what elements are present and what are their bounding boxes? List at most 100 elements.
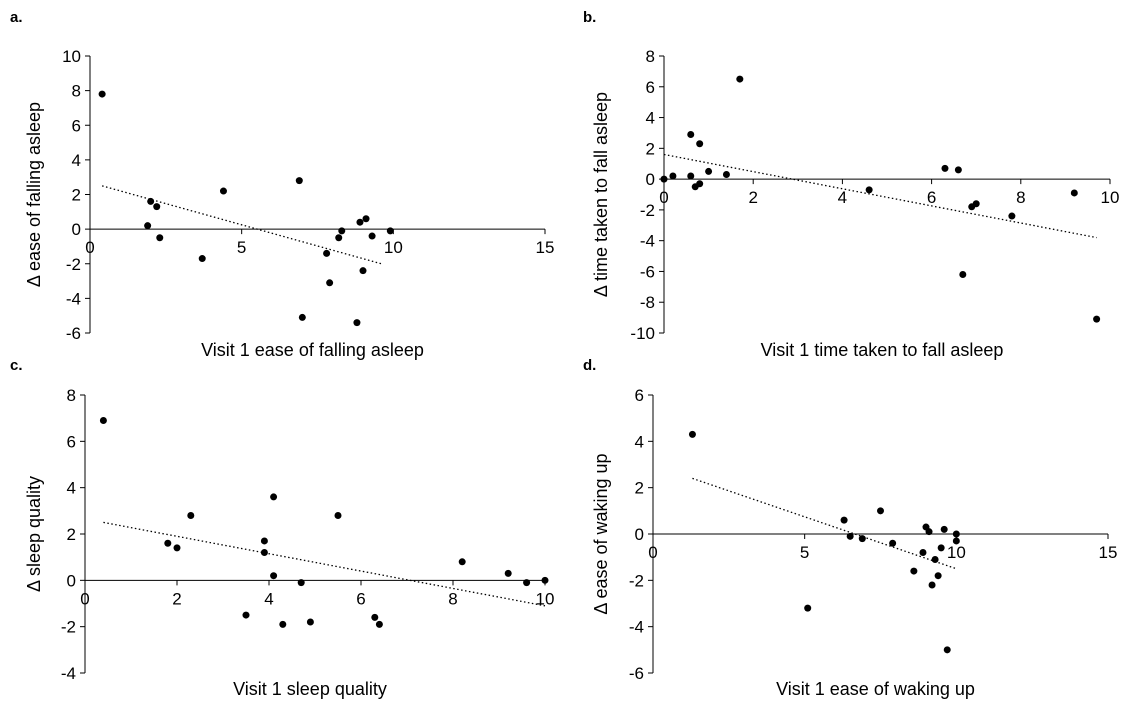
data-point — [959, 271, 967, 279]
data-point — [362, 215, 370, 223]
y-axis-title: Δ sleep quality — [24, 476, 44, 592]
data-point — [687, 172, 695, 180]
data-point — [156, 234, 164, 242]
y-tick-label: 4 — [72, 151, 81, 170]
y-tick-label: -6 — [66, 324, 81, 343]
data-point — [219, 187, 227, 195]
y-tick-label: 0 — [646, 170, 655, 189]
data-point — [804, 604, 812, 612]
y-tick-label: -4 — [629, 618, 644, 637]
data-point — [736, 75, 744, 83]
data-point — [705, 167, 713, 175]
data-point — [1070, 189, 1078, 197]
x-tick-label: 15 — [1099, 543, 1118, 562]
data-point — [173, 544, 181, 552]
y-tick-label: -2 — [66, 255, 81, 274]
data-point — [858, 535, 866, 543]
data-point — [153, 203, 161, 211]
y-tick-label: 2 — [72, 186, 81, 205]
y-axis-title: Δ time taken to fall asleep — [591, 92, 611, 297]
y-tick-label: -8 — [640, 293, 655, 312]
y-tick-label: -10 — [630, 324, 655, 343]
trend-line — [692, 477, 957, 570]
y-tick-label: -4 — [66, 289, 81, 308]
x-tick-label: 10 — [384, 238, 403, 257]
data-point — [972, 200, 980, 208]
data-point — [338, 227, 346, 235]
data-point — [242, 611, 250, 619]
y-tick-label: 4 — [646, 109, 655, 128]
y-tick-label: 2 — [646, 139, 655, 158]
data-point — [298, 313, 306, 321]
data-point — [687, 130, 695, 138]
data-point — [371, 613, 379, 621]
panel-label: a. — [10, 9, 23, 26]
x-tick-label: 8 — [1016, 188, 1025, 207]
data-point — [368, 232, 376, 240]
x-tick-label: 0 — [659, 188, 668, 207]
x-tick-label: 2 — [748, 188, 757, 207]
x-axis-title: Visit 1 ease of falling asleep — [201, 340, 424, 360]
data-point — [326, 279, 334, 287]
panel-label: b. — [583, 9, 596, 26]
data-point — [910, 567, 918, 575]
data-point — [353, 319, 361, 327]
data-point — [669, 172, 677, 180]
y-tick-label: 8 — [72, 82, 81, 101]
data-point — [919, 549, 927, 557]
data-point — [846, 532, 854, 540]
y-tick-label: 10 — [62, 47, 81, 66]
data-point — [937, 544, 945, 552]
y-tick-label: -4 — [640, 232, 655, 251]
trend-line — [663, 153, 1097, 239]
x-tick-label: 6 — [927, 188, 936, 207]
data-point — [865, 186, 873, 194]
y-tick-label: -2 — [629, 571, 644, 590]
data-point — [164, 539, 172, 547]
data-point — [722, 170, 730, 178]
y-tick-label: -2 — [61, 618, 76, 637]
data-point — [458, 558, 466, 566]
y-tick-label: -6 — [640, 262, 655, 281]
data-point — [375, 620, 383, 628]
data-point — [941, 164, 949, 172]
data-point — [934, 572, 942, 580]
data-point — [696, 180, 704, 188]
data-point — [335, 234, 343, 242]
x-tick-label: 0 — [85, 238, 94, 257]
data-point — [297, 579, 305, 587]
y-tick-label: 8 — [67, 386, 76, 405]
data-point — [334, 511, 342, 519]
x-tick-label: 8 — [448, 589, 457, 608]
data-point — [295, 177, 303, 185]
x-axis-title: Visit 1 sleep quality — [233, 679, 387, 699]
data-point — [359, 267, 367, 275]
panel-label: c. — [10, 357, 23, 374]
data-point — [306, 618, 314, 626]
x-tick-label: 10 — [1101, 188, 1120, 207]
x-tick-label: 2 — [172, 589, 181, 608]
data-point — [260, 549, 268, 557]
y-tick-label: 6 — [635, 386, 644, 405]
data-point — [943, 646, 951, 654]
data-point — [270, 572, 278, 580]
data-point — [696, 140, 704, 148]
x-tick-label: 5 — [800, 543, 809, 562]
data-point — [260, 537, 268, 545]
data-point — [928, 581, 936, 589]
y-tick-label: 0 — [67, 571, 76, 590]
x-tick-label: 10 — [536, 589, 555, 608]
data-point — [98, 90, 106, 98]
panel-label: d. — [583, 357, 596, 374]
data-point — [144, 222, 152, 230]
trend-line — [103, 521, 546, 607]
data-point — [952, 537, 960, 545]
data-point — [889, 539, 897, 547]
data-point — [198, 255, 206, 263]
data-point — [99, 416, 107, 424]
